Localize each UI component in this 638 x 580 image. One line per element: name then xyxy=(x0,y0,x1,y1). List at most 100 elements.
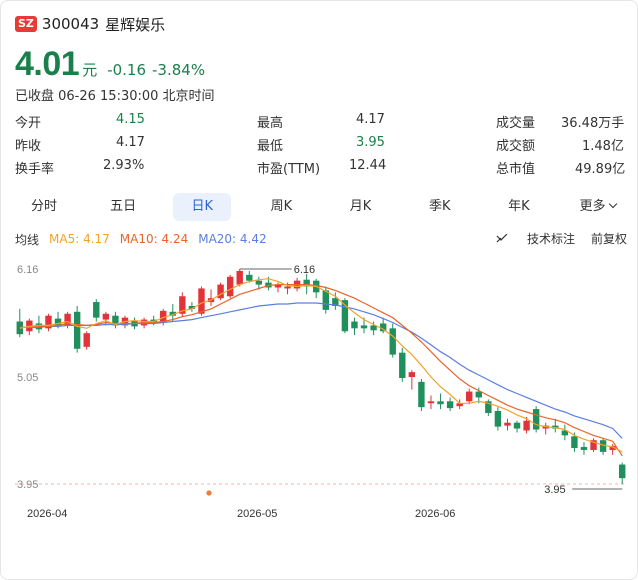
tab-weekly-k[interactable]: 周K xyxy=(270,199,293,214)
candle-body xyxy=(83,333,90,347)
candle-body xyxy=(523,420,530,431)
candle-body xyxy=(303,279,310,287)
candle-body xyxy=(561,430,569,436)
period-tabs: 分时 五日 日K 周K 月K 季K 年K 更多 xyxy=(15,192,627,222)
candle-body xyxy=(408,372,416,377)
stats-row: 昨收 4.17 最低 3.95 成交额 1.48亿 xyxy=(15,135,627,158)
chart-options: 技术标注 前复权 xyxy=(480,230,627,247)
ma-legend: 均线 MA5: 4.17 MA10: 4.24 MA20: 4.42 技术标注 … xyxy=(15,230,627,248)
candle-body xyxy=(389,328,396,355)
market-badge: SZ xyxy=(15,16,37,32)
candle-body xyxy=(332,298,339,306)
tab-intraday[interactable]: 分时 xyxy=(30,199,57,214)
candle-body xyxy=(226,276,234,297)
candle-body xyxy=(504,422,511,426)
amount-label: 成交额 xyxy=(496,139,536,154)
tag-icon xyxy=(496,233,508,243)
min-price-label: 3.95 xyxy=(544,484,565,496)
chevron-down-icon xyxy=(609,199,618,209)
candle-body xyxy=(54,318,62,326)
turnover-value: 2.93% xyxy=(103,158,145,173)
x-tick-label: 2026-06 xyxy=(415,508,455,520)
candle-body xyxy=(284,286,291,289)
candle-body xyxy=(102,313,110,320)
max-price-label: 6.16 xyxy=(294,264,315,276)
candle-body xyxy=(45,315,52,329)
stock-header: SZ 300043 星辉娱乐 xyxy=(15,13,165,35)
candle-body xyxy=(246,274,253,281)
candle-body xyxy=(418,381,425,408)
candle-body xyxy=(494,411,502,427)
candle-body xyxy=(112,315,119,326)
open-label: 今开 xyxy=(15,116,42,131)
candle-body xyxy=(73,311,81,349)
pe-value: 12.44 xyxy=(349,158,387,173)
candle-body xyxy=(341,300,349,332)
candle-body xyxy=(599,440,607,452)
tab-more-label: 更多 xyxy=(579,199,606,214)
y-tick-label: 6.16 xyxy=(17,264,38,276)
stock-name: 星辉娱乐 xyxy=(105,15,166,34)
candle-body xyxy=(274,284,282,288)
low-value: 3.95 xyxy=(356,135,385,150)
stats-row: 今开 4.15 最高 4.17 成交量 36.48万手 xyxy=(15,112,627,135)
mcap-label: 总市值 xyxy=(496,162,536,177)
technical-annotation-button[interactable]: 技术标注 xyxy=(496,230,575,247)
price-row: 4.01 元 -0.16 -3.84% xyxy=(15,45,211,85)
candle-body xyxy=(446,401,454,409)
candle-body xyxy=(160,310,167,323)
candle-body xyxy=(475,391,482,398)
candle-body xyxy=(590,440,597,450)
candle-body xyxy=(456,403,463,407)
x-tick-label: 2026-05 xyxy=(237,508,277,520)
candle-body xyxy=(485,401,492,413)
high-value: 4.17 xyxy=(356,112,385,127)
high-label: 最高 xyxy=(257,116,284,131)
last-price: 4.01 xyxy=(15,45,80,83)
candle-body xyxy=(427,401,435,404)
candle-body xyxy=(217,284,224,299)
tab-yearly-k[interactable]: 年K xyxy=(508,199,530,214)
candle-body xyxy=(169,311,176,316)
market-status: 已收盘 06-26 15:30:00 北京时间 xyxy=(15,89,215,104)
stats-grid: 今开 4.15 最高 4.17 成交量 36.48万手 昨收 4.17 最低 3… xyxy=(15,112,627,181)
ma20-line xyxy=(19,302,623,439)
candle-body xyxy=(513,422,521,429)
candle-body xyxy=(236,270,243,285)
tab-five-day[interactable]: 五日 xyxy=(110,199,137,214)
candle-body xyxy=(360,325,368,329)
candle-body xyxy=(351,321,358,329)
ma5-line xyxy=(19,278,623,453)
candle-body xyxy=(370,325,377,331)
prev-close-value: 4.17 xyxy=(116,135,145,150)
x-tick-label: 2026-04 xyxy=(27,508,67,520)
kline-chart[interactable]: 6.16 5.05 3.95 6.16 3.95 2026-04 2026-05 2026-0… xyxy=(1,251,638,521)
candle-body xyxy=(571,436,578,449)
stock-code: 300043 xyxy=(41,15,100,33)
price-unit: 元 xyxy=(82,61,98,79)
tab-more[interactable]: 更多 xyxy=(569,193,627,221)
candle-body xyxy=(580,447,588,450)
technical-annotation-label: 技术标注 xyxy=(526,232,575,246)
ma20-value: MA20: 4.42 xyxy=(198,232,267,246)
amount-value: 1.48亿 xyxy=(582,139,624,154)
candle-body xyxy=(198,288,205,314)
candle-body xyxy=(64,313,71,326)
prev-close-label: 昨收 xyxy=(15,139,42,154)
stats-row: 换手率 2.93% 市盈(TTM) 12.44 总市值 49.89亿 xyxy=(15,158,627,181)
adjust-button[interactable]: 前复权 xyxy=(590,232,627,246)
ma-legend-title: 均线 xyxy=(15,232,40,247)
candle-body xyxy=(179,296,186,314)
candle-body xyxy=(619,464,626,479)
candle-body xyxy=(379,323,387,332)
tab-monthly-k[interactable]: 月K xyxy=(349,199,372,214)
candle-body xyxy=(399,352,406,378)
turnover-label: 换手率 xyxy=(15,162,55,177)
tab-daily-k[interactable]: 日K xyxy=(173,193,232,221)
tab-quarterly-k[interactable]: 季K xyxy=(428,199,451,214)
ma10-line xyxy=(19,283,623,457)
pe-label: 市盈(TTM) xyxy=(257,162,321,177)
volume-value: 36.48万手 xyxy=(561,116,625,131)
ma5-value: MA5: 4.17 xyxy=(49,232,110,246)
